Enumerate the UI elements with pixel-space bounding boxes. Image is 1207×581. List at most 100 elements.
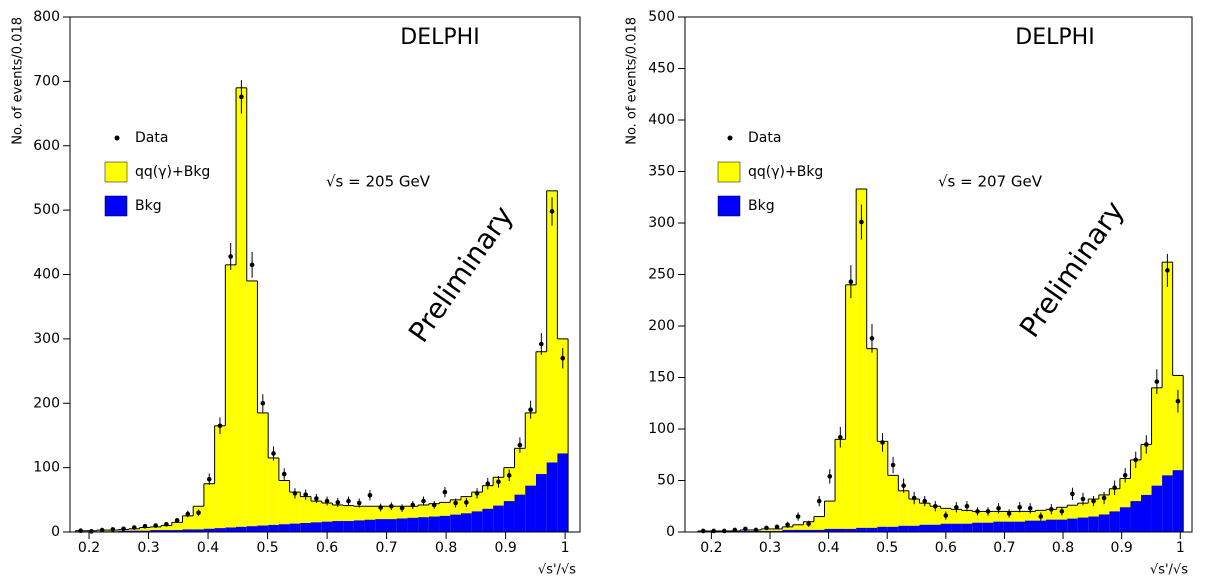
hist-bar (908, 499, 920, 532)
hist-bar (150, 526, 162, 532)
hist-bar (557, 453, 569, 532)
hist-bar (246, 280, 258, 532)
hist-bar (1119, 478, 1131, 532)
legend-label: Bkg (135, 198, 162, 214)
data-point (1101, 495, 1107, 501)
data-point (421, 498, 426, 504)
y-axis-label: No. of events/0.018 (625, 17, 640, 145)
hist-bar (845, 284, 857, 532)
data-point (271, 451, 276, 456)
data-point (517, 442, 523, 448)
hist-bar (782, 529, 793, 532)
data-point (196, 510, 201, 515)
hist-bar (203, 483, 215, 532)
hist-bar (503, 501, 515, 532)
data-point (943, 513, 949, 518)
legend-label: qq(γ)+Bkg (748, 164, 823, 180)
data-point (975, 509, 980, 514)
hist-bar (771, 528, 783, 532)
hist-bar (514, 494, 526, 532)
hist-bar (771, 530, 783, 532)
hist-bar (919, 524, 931, 532)
data-point (506, 473, 512, 478)
hist-bar (1130, 501, 1142, 532)
hist-bar (1162, 262, 1173, 532)
x-tick-label: 0.5 (876, 540, 898, 556)
hist-bar (161, 530, 172, 532)
hist-bar (535, 474, 547, 532)
hist-bar (1151, 485, 1163, 532)
y-tick-label: 300 (33, 331, 60, 347)
hist-bar (1014, 521, 1025, 532)
hist-bar (877, 441, 888, 532)
data-point (732, 527, 738, 533)
y-tick-label: 200 (33, 395, 60, 411)
hist-bar (982, 511, 994, 532)
data-point (217, 423, 223, 429)
data-point (560, 355, 566, 361)
hist-bar (311, 501, 322, 532)
hist-bar (1109, 511, 1120, 532)
y-tick-label: 450 (648, 61, 675, 77)
x-tick-label: 0.9 (1111, 540, 1133, 556)
hist-bar (214, 425, 226, 532)
data-point (985, 509, 991, 514)
hist-bar (268, 524, 279, 532)
hist-bar (813, 529, 825, 532)
data-point (131, 525, 137, 530)
data-point (795, 514, 801, 519)
hist-bar (450, 514, 461, 532)
x-tick-label: 0.2 (78, 540, 100, 556)
data-point (367, 493, 373, 498)
data-point (996, 506, 1001, 511)
hist-bar (1035, 520, 1047, 532)
hist-bar (951, 523, 962, 532)
hist-bar (877, 526, 888, 532)
data-point (711, 528, 717, 534)
data-point (764, 525, 769, 531)
hist-bar (835, 528, 846, 532)
data-point (838, 434, 843, 440)
data-point (880, 440, 885, 445)
x-tick-label: 0.5 (256, 540, 278, 556)
hist-bar (982, 522, 994, 532)
y-tick-label: 350 (648, 164, 675, 180)
hist-bar (321, 503, 333, 532)
x-tick-label: 0.6 (935, 540, 957, 556)
hist-bar (1141, 444, 1152, 532)
data-point (442, 489, 448, 495)
data-point (1006, 511, 1012, 516)
hist-bar (1098, 514, 1110, 532)
hist-bar (898, 525, 909, 532)
y-tick-label: 100 (33, 460, 60, 476)
hist-bar (930, 506, 941, 532)
data-point (964, 503, 970, 509)
legend-label: Data (135, 130, 168, 146)
legend-label: Bkg (748, 198, 775, 214)
hist-bar (289, 492, 301, 532)
data-point (431, 502, 437, 508)
x-tick-label: 1 (1176, 540, 1185, 556)
hist-bar (961, 523, 973, 532)
data-point (1027, 506, 1033, 511)
y-tick-label: 400 (648, 112, 675, 128)
data-point (260, 400, 266, 406)
data-point (539, 341, 544, 347)
hist-bar (353, 506, 365, 532)
x-tick-label: 0.4 (197, 540, 219, 556)
data-point (721, 528, 727, 534)
hist-bar (887, 526, 899, 532)
data-point (185, 511, 191, 517)
hist-bar (118, 530, 129, 532)
x-axis-label: √s'/√s (1150, 563, 1188, 578)
data-point (1038, 514, 1044, 519)
hist-bar (353, 520, 365, 532)
data-point (549, 209, 555, 214)
hist-bar (993, 521, 1004, 532)
y-tick-label: 800 (33, 9, 60, 25)
hist-bar (343, 521, 354, 532)
hist-bar (278, 480, 290, 532)
hist-bar (225, 264, 237, 532)
